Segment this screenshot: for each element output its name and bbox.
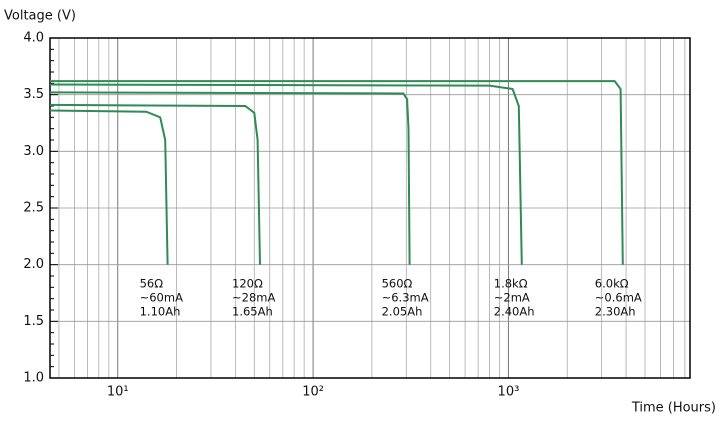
curve-annotation: ~0.6mA <box>595 291 642 305</box>
curve-annotation: ~28mA <box>232 291 275 305</box>
series-line <box>49 91 411 265</box>
curve-annotation: ~6.3mA <box>382 291 429 305</box>
series-line <box>49 109 169 265</box>
curve-annotation: 2.30Ah <box>595 305 636 319</box>
y-tick-label: 4.0 <box>23 31 44 46</box>
x-axis-title: Time (Hours) <box>631 401 716 416</box>
curve-annotation: 1.8kΩ <box>494 277 528 291</box>
y-tick-label: 3.5 <box>23 87 44 102</box>
y-tick-label: 1.0 <box>23 371 44 386</box>
plot-frame <box>49 37 691 379</box>
curve-annotation: 1.65Ah <box>232 305 273 319</box>
curve-annotation: 560Ω <box>382 277 413 291</box>
curve-annotation: 56Ω <box>140 277 164 291</box>
x-tick-label: 10³ <box>498 385 520 400</box>
curve-annotation: 6.0kΩ <box>595 277 629 291</box>
y-tick-label: 1.5 <box>23 314 44 329</box>
y-tick-label: 2.0 <box>23 257 44 272</box>
x-tick-label: 10² <box>302 385 324 400</box>
series-line <box>49 83 523 265</box>
x-tick-label: 10¹ <box>107 385 129 400</box>
y-tick-label: 2.5 <box>23 201 44 216</box>
curve-annotation: ~60mA <box>140 291 183 305</box>
curve-annotation: ~2mA <box>494 291 530 305</box>
y-axis-title: Voltage (V) <box>4 9 76 24</box>
curve-annotation: 2.05Ah <box>382 305 423 319</box>
series-line <box>49 103 261 265</box>
series-line <box>50 80 624 265</box>
curve-annotation: 2.40Ah <box>494 305 535 319</box>
curve-annotation: 1.10Ah <box>140 305 181 319</box>
y-tick-label: 3.0 <box>23 144 44 159</box>
curve-annotation: 120Ω <box>232 277 263 291</box>
